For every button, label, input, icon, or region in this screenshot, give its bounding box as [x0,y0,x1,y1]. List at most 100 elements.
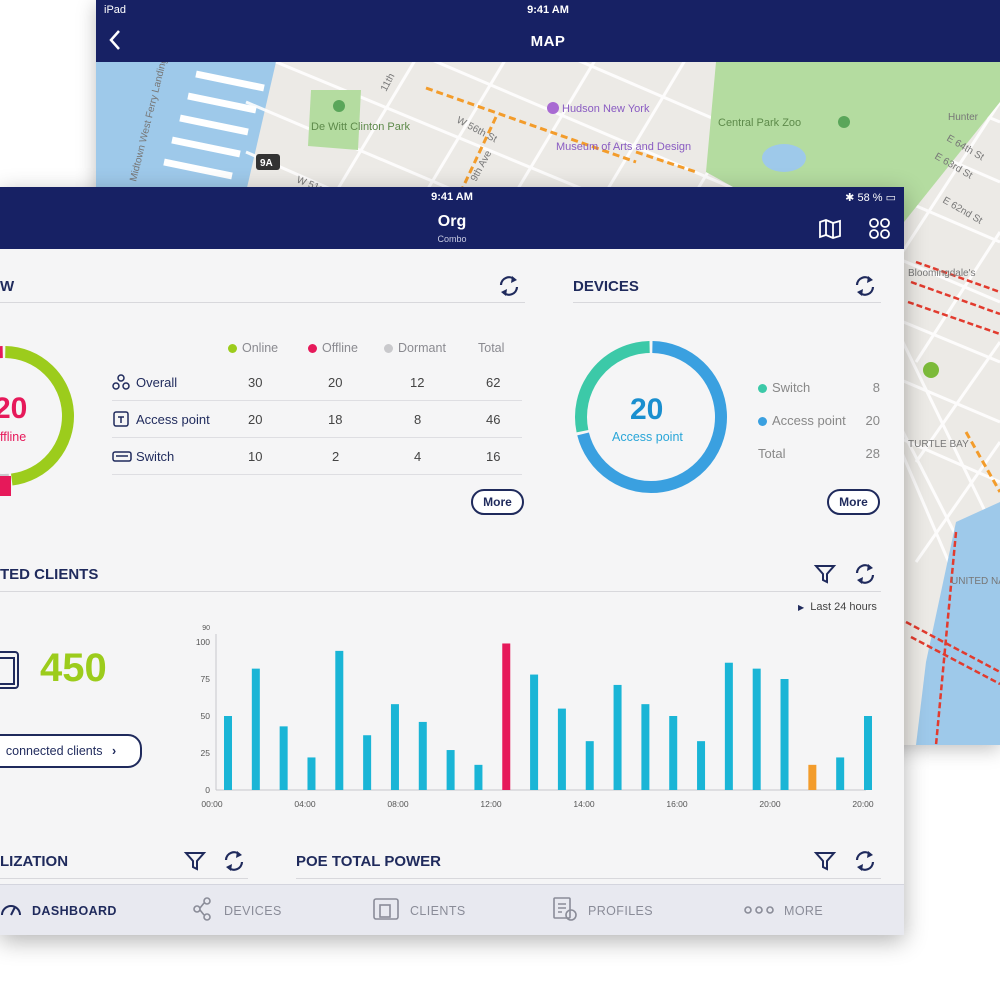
overview-more-button[interactable]: More [471,489,524,515]
tab-devices[interactable]: DEVICES [192,885,282,936]
chart-bar[interactable] [446,750,455,790]
gauge-icon [0,899,22,922]
devices-title: DEVICES [573,278,639,295]
carrier-label: iPad [104,4,127,16]
row-online: 30 [248,375,263,390]
chart-bar[interactable] [307,757,316,790]
connected-clients-label: connected clients [5,744,103,758]
refresh-icon[interactable] [222,849,246,873]
profile-icon [552,896,578,925]
row-label: Access point [136,412,210,427]
chart-bar[interactable] [641,704,650,790]
chart-bar[interactable] [724,662,733,790]
chart-bar[interactable] [669,716,678,790]
connected-clients-button[interactable]: connected clients › [0,734,142,768]
clients-bar-chart: 0 25 50 75 100 90 00:00 04:00 08:00 12:00 14:00 16:… [190,620,880,830]
offline-dot [308,344,317,353]
x-tick-label: 16:00 [666,799,688,809]
chart-bar[interactable] [864,716,872,790]
overview-donut-value: 20 [0,392,28,425]
table-row[interactable]: Switch 10 2 4 16 [112,438,522,475]
row-dormant: 4 [414,449,422,464]
chart-bar[interactable] [279,726,288,790]
chevron-left-icon[interactable] [108,26,122,61]
filter-icon[interactable] [813,849,837,873]
legend-value: 20 [865,413,880,428]
refresh-icon[interactable] [853,562,877,586]
tab-more[interactable]: MORE [744,885,823,936]
legend-value: 28 [865,446,880,461]
chart-bar[interactable] [335,650,344,790]
legend-item-access-point[interactable]: Access point 20 [758,413,880,446]
x-tick-label: 20:00 [759,799,781,809]
time-range-selector[interactable]: ▶ Last 24 hours [798,601,877,613]
filter-icon[interactable] [183,849,207,873]
map-navbar: MAP [96,22,1000,62]
legend-item-total: Total 28 [758,446,880,479]
table-row[interactable]: Access point 20 18 8 46 [112,401,522,438]
chart-bar[interactable] [613,684,622,790]
devices-more-button[interactable]: More [827,489,880,515]
online-dot [228,344,237,353]
chart-bar[interactable] [474,764,483,790]
route-shield-icon [256,154,280,170]
chart-bar[interactable] [752,668,761,790]
map-label-museum: Museum of Arts and Design [556,141,691,153]
switch-icon [112,447,132,468]
tab-clients[interactable]: CLIENTS [372,885,466,936]
chart-bar[interactable] [502,643,511,790]
refresh-icon[interactable] [853,274,877,298]
col-total: Total [478,341,505,355]
col-online-label: Online [242,341,279,355]
chart-bar[interactable] [363,735,372,790]
chart-bar[interactable] [557,708,566,790]
chevron-right-icon: › [111,744,117,758]
utilization-title: LIZATION [0,853,69,870]
utilization-divider [0,878,248,879]
donut-arc-dormant [0,473,10,486]
refresh-icon[interactable] [853,849,877,873]
legend-label: Total [758,446,786,461]
legend-item-switch[interactable]: Switch 8 [758,380,880,413]
row-online: 10 [248,449,263,464]
refresh-icon[interactable] [497,274,521,298]
map-label-zoo: Central Park Zoo [718,117,801,129]
row-total: 16 [486,449,501,464]
y-axis-top-label: 90 [202,625,210,632]
y-tick-label: 0 [205,785,210,795]
chart-bar[interactable] [390,704,399,790]
battery-icon: ▭ [885,192,896,204]
clients-icon [372,897,400,924]
chart-bar[interactable] [808,764,817,790]
more-dots-icon [744,904,774,918]
chart-bar[interactable] [251,668,260,790]
chart-bar[interactable] [224,716,232,790]
col-dormant-label: Dormant [398,341,446,355]
tab-dashboard[interactable]: DASHBOARD [0,885,117,936]
devices-divider [573,302,881,303]
devices-donut-label: Access point [612,430,683,444]
chart-bar[interactable] [780,679,789,790]
row-online: 20 [248,412,263,427]
map-label-turtle-bay: TURTLE BAY [908,439,969,450]
table-row[interactable]: Overall 30 20 12 62 [112,364,522,401]
overview-donut-label: ffline [0,430,27,444]
chart-bar[interactable] [697,741,706,790]
tab-profiles[interactable]: PROFILES [552,885,653,936]
grid-icon[interactable] [867,217,893,241]
filter-icon[interactable] [813,562,837,586]
overview-divider [0,302,525,303]
tab-label: DEVICES [224,903,282,918]
x-tick-label: 12:00 [480,799,502,809]
access-point-icon [112,410,130,431]
access-point-dot [758,417,767,426]
chart-bar[interactable] [418,721,427,790]
row-label: Overall [136,375,178,390]
chart-bar[interactable] [836,757,845,790]
clients-title: TED CLIENTS [0,566,99,583]
app-header: Org Combo [0,207,904,249]
chart-bar[interactable] [530,674,539,790]
map-icon[interactable] [817,217,843,241]
chart-bar[interactable] [585,741,594,790]
app-status-bar: 9:41 AM ✱ 58 % ▭ [0,187,904,207]
